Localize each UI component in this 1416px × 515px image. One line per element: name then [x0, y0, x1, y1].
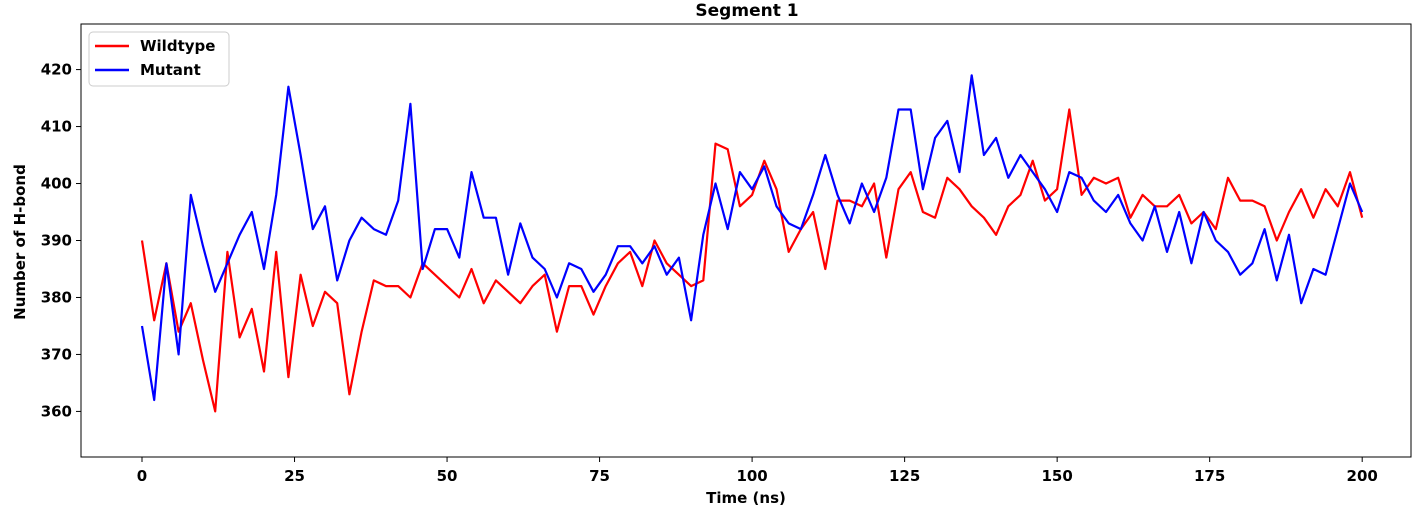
x-tick-label: 0	[137, 467, 147, 485]
x-tick-label: 125	[889, 467, 920, 485]
y-axis: 360 370 380 390 400 410 420	[41, 61, 81, 420]
legend: Wildtype Mutant	[88, 31, 230, 87]
legend-label-wildtype: Wildtype	[140, 37, 215, 55]
x-axis-label: Time (ns)	[706, 489, 786, 507]
x-axis: 0 25 50 75 100 125 150 175 200	[137, 457, 1378, 485]
y-axis-label: Number of H-bond	[11, 164, 29, 320]
x-tick-label: 100	[736, 467, 767, 485]
series-line-mutant	[140, 74, 1364, 402]
x-tick-label: 150	[1041, 467, 1072, 485]
y-tick-label: 390	[41, 232, 72, 250]
y-tick-label: 400	[41, 175, 72, 193]
x-tick-label: 175	[1194, 467, 1225, 485]
y-tick-label: 420	[41, 61, 72, 79]
x-tick-label: 200	[1347, 467, 1378, 485]
y-tick-label: 410	[41, 118, 72, 136]
legend-label-mutant: Mutant	[140, 61, 201, 79]
series-line-wildtype	[140, 108, 1364, 413]
y-tick-label: 370	[41, 345, 72, 363]
chart-title: Segment 1	[695, 1, 798, 21]
y-tick-label: 360	[41, 402, 72, 420]
y-tick-label: 380	[41, 288, 72, 306]
plot-frame	[80, 23, 1412, 458]
x-tick-label: 25	[284, 467, 305, 485]
x-tick-label: 75	[589, 467, 610, 485]
x-tick-label: 50	[437, 467, 458, 485]
plot-area	[80, 23, 1412, 458]
series-layer	[140, 74, 1364, 413]
